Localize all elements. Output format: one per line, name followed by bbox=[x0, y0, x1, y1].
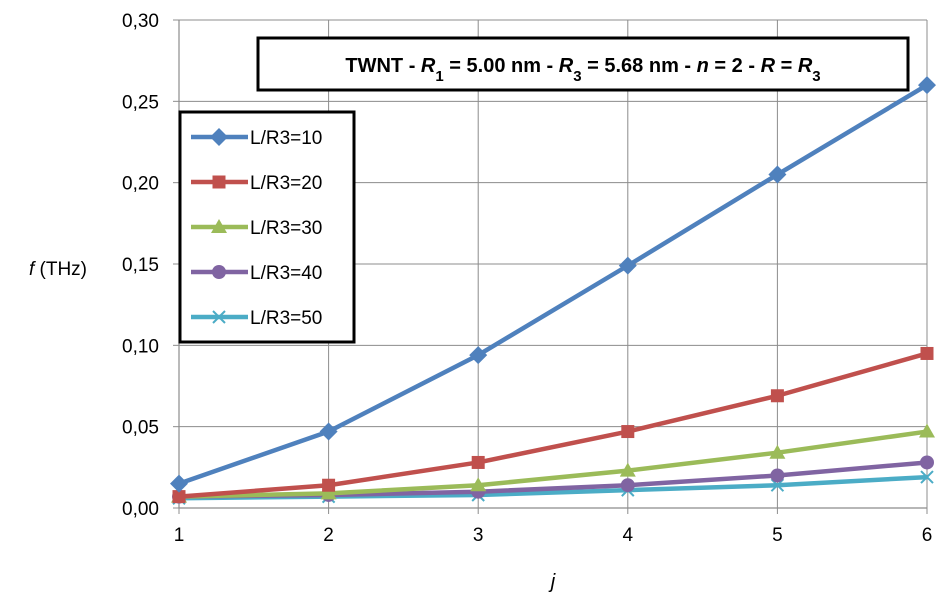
data-point bbox=[920, 470, 934, 484]
data-point bbox=[319, 422, 338, 441]
x-tick-labels: 1 2 3 4 5 6 bbox=[174, 525, 933, 546]
x-tick-label: 6 bbox=[922, 525, 933, 546]
title-part: TWNT - bbox=[345, 55, 421, 77]
data-point bbox=[769, 444, 786, 459]
legend-swatch-marker bbox=[210, 128, 228, 146]
title-part: = 5.00 nm - bbox=[444, 55, 559, 77]
y-tick-label: 0,05 bbox=[122, 418, 159, 439]
title-part: R bbox=[421, 55, 436, 77]
title-part: R bbox=[559, 55, 574, 77]
title-part: = 5.68 nm - bbox=[582, 55, 697, 77]
x-tick-label: 5 bbox=[772, 525, 783, 546]
title-box: TWNT - R1 = 5.00 nm - R3 = 5.68 nm - n =… bbox=[256, 36, 910, 92]
title-border bbox=[256, 36, 910, 92]
data-point bbox=[470, 477, 487, 492]
legend-swatch-marker bbox=[212, 265, 226, 279]
series-L/R3=20 bbox=[172, 346, 934, 504]
y-axis-label: f (THz) bbox=[29, 259, 87, 280]
data-point bbox=[920, 346, 934, 360]
data-point bbox=[322, 478, 336, 492]
legend-swatch-marker bbox=[212, 310, 226, 324]
x-tick-label: 2 bbox=[323, 525, 334, 546]
y-tick-label: 0,30 bbox=[122, 11, 159, 32]
x-tick-label: 3 bbox=[473, 525, 484, 546]
title-part: R bbox=[798, 55, 813, 77]
legend-swatch-marker bbox=[212, 175, 226, 189]
y-tick-label: 0,15 bbox=[122, 255, 159, 276]
title-part: n bbox=[697, 55, 709, 77]
y-tick-label: 0,10 bbox=[122, 336, 159, 357]
legend-label: L/R3=50 bbox=[250, 308, 322, 329]
chart-title: TWNT - R1 = 5.00 nm - R3 = 5.68 nm - n =… bbox=[345, 55, 820, 85]
legend-item: L/R3=40 bbox=[191, 263, 322, 284]
data-point bbox=[619, 462, 636, 477]
legend: L/R3=10 L/R3=20 L/R3=30 L/R3=40 L/R3=50 bbox=[178, 110, 356, 344]
x-axis-label: j bbox=[548, 571, 556, 593]
legend-item: L/R3=30 bbox=[191, 218, 322, 239]
series-layer bbox=[170, 76, 936, 505]
x-tick-label: 1 bbox=[174, 525, 185, 546]
data-point bbox=[770, 468, 785, 483]
y-tick-label: 0,20 bbox=[122, 174, 159, 195]
legend-item: L/R3=50 bbox=[191, 308, 322, 329]
data-point bbox=[770, 478, 785, 492]
data-point bbox=[621, 425, 635, 439]
data-point bbox=[770, 389, 784, 403]
legend-label: L/R3=10 bbox=[250, 128, 322, 149]
data-point bbox=[920, 455, 934, 470]
x-tick-label: 4 bbox=[623, 525, 634, 546]
title-part: = bbox=[775, 55, 798, 77]
data-point bbox=[471, 455, 485, 469]
series-line bbox=[178, 83, 929, 486]
title-part: 1 bbox=[435, 68, 443, 85]
y-tick-label: 0,00 bbox=[122, 499, 159, 520]
legend-label: L/R3=40 bbox=[250, 263, 322, 284]
legend-item: L/R3=10 bbox=[191, 128, 322, 149]
legend-swatch-marker bbox=[211, 219, 227, 233]
y-tick-labels: 0,00 0,05 0,10 0,15 0,20 0,25 0,30 bbox=[122, 11, 159, 520]
data-point bbox=[320, 485, 337, 500]
data-point bbox=[469, 346, 488, 365]
y-axis-label-symbol: f bbox=[29, 259, 36, 280]
data-point bbox=[768, 165, 787, 184]
data-point bbox=[620, 478, 635, 493]
y-tick-label: 0,25 bbox=[122, 92, 159, 113]
title-part: 3 bbox=[812, 68, 820, 85]
title-part: 3 bbox=[573, 68, 581, 85]
data-point bbox=[919, 423, 935, 438]
title-part: R bbox=[761, 55, 776, 77]
data-point bbox=[618, 256, 637, 275]
data-point bbox=[172, 490, 186, 504]
legend-label: L/R3=20 bbox=[250, 173, 322, 194]
series-L/R3=10 bbox=[170, 76, 936, 493]
data-point bbox=[170, 474, 188, 493]
legend-label: L/R3=30 bbox=[250, 218, 322, 239]
legend-item: L/R3=20 bbox=[191, 173, 322, 194]
title-part: = 2 - bbox=[709, 55, 761, 77]
series-line bbox=[178, 429, 928, 499]
data-point bbox=[918, 76, 936, 95]
y-axis-label-unit: (THz) bbox=[34, 259, 87, 280]
series-line bbox=[178, 351, 928, 499]
